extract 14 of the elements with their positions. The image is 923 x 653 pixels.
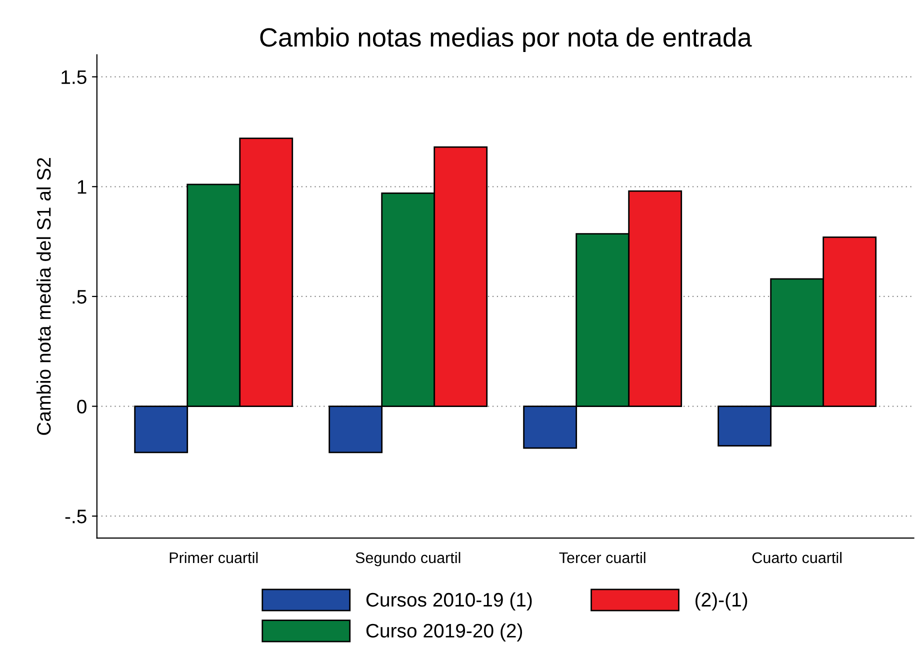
y-tick-label: .5 [72,290,86,304]
y-tick-label: -.5 [65,510,86,524]
legend-label: Curso 2019-20 (2) [366,623,522,642]
x-tick-label: Cuarto cuartil [752,552,842,564]
chart-title: Cambio notas medias por nota de entrada [260,27,752,52]
y-tick-label: 0 [77,400,86,414]
y-axis-title: Cambio nota media del S1 al S2 [36,158,51,435]
x-tick-label: Primer cuartil [170,552,258,564]
x-tick-label: Tercer cuartil [559,552,646,564]
y-tick-label: 1 [78,180,86,194]
legend-label: Cursos 2010-19 (1) [366,592,532,611]
y-tick-label: 1.5 [62,70,86,84]
x-tick-label: Segundo cuartil [356,552,460,566]
legend-label: (2)-(1) [696,592,748,611]
